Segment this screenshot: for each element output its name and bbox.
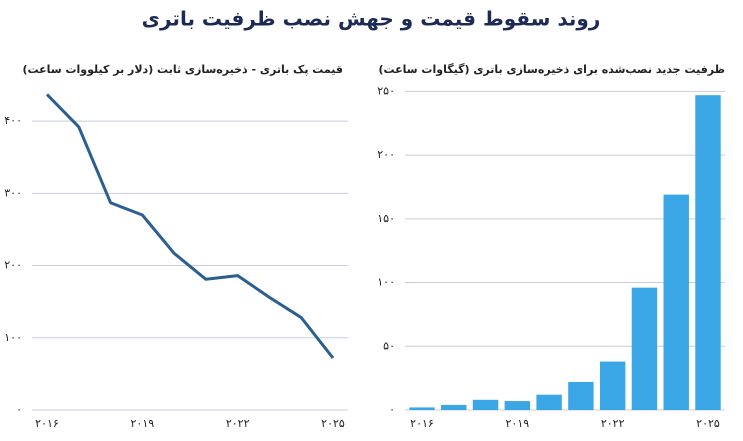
y-tick-label: ۱۰۰ bbox=[377, 276, 395, 289]
y-tick-label: ۰ bbox=[389, 403, 395, 416]
y-tick-label: ۳۰۰ bbox=[4, 186, 22, 199]
y-tick-label: ۱۰۰ bbox=[4, 331, 22, 344]
x-tick-label: ۲۰۲۲ bbox=[601, 417, 625, 430]
bar bbox=[631, 287, 658, 410]
y-tick-label: ۴۰۰ bbox=[4, 114, 22, 127]
price-line bbox=[45, 93, 335, 359]
y-tick-label: ۰ bbox=[16, 403, 22, 416]
main-title: روند سقوط قیمت و جهش نصب ظرفیت باتری bbox=[142, 7, 601, 31]
x-tick-label: ۲۰۲۵ bbox=[696, 417, 720, 430]
x-tick-label: ۲۰۱۶ bbox=[35, 417, 59, 430]
chart-subtitle: قیمت پک باتری - ذخیره‌سازی ثابت (دلار بر… bbox=[23, 63, 344, 76]
x-tick-label: ۲۰۲۲ bbox=[226, 417, 250, 430]
bar bbox=[599, 361, 626, 410]
x-tick-label: ۲۰۱۶ bbox=[410, 417, 434, 430]
y-tick-label: ۲۰۰ bbox=[4, 259, 22, 272]
bar bbox=[409, 407, 435, 410]
bar bbox=[568, 381, 594, 410]
bar bbox=[441, 404, 467, 410]
bar bbox=[472, 399, 499, 410]
bar bbox=[536, 394, 562, 410]
x-tick-label: ۲۰۲۵ bbox=[321, 417, 345, 430]
x-tick-label: ۲۰۱۹ bbox=[506, 417, 530, 430]
bar bbox=[695, 95, 721, 410]
y-tick-label: ۲۵۰ bbox=[377, 84, 395, 97]
y-tick-label: ۱۵۰ bbox=[377, 212, 395, 225]
bar bbox=[663, 194, 689, 410]
y-tick-label: ۲۰۰ bbox=[377, 148, 395, 161]
x-tick-label: ۲۰۱۹ bbox=[131, 417, 155, 430]
bar bbox=[504, 401, 531, 410]
chart-subtitle: ظرفیت جدید نصب‌شده برای ذخیره‌سازی باتری… bbox=[378, 63, 725, 76]
y-tick-label: ۵۰ bbox=[383, 339, 395, 352]
